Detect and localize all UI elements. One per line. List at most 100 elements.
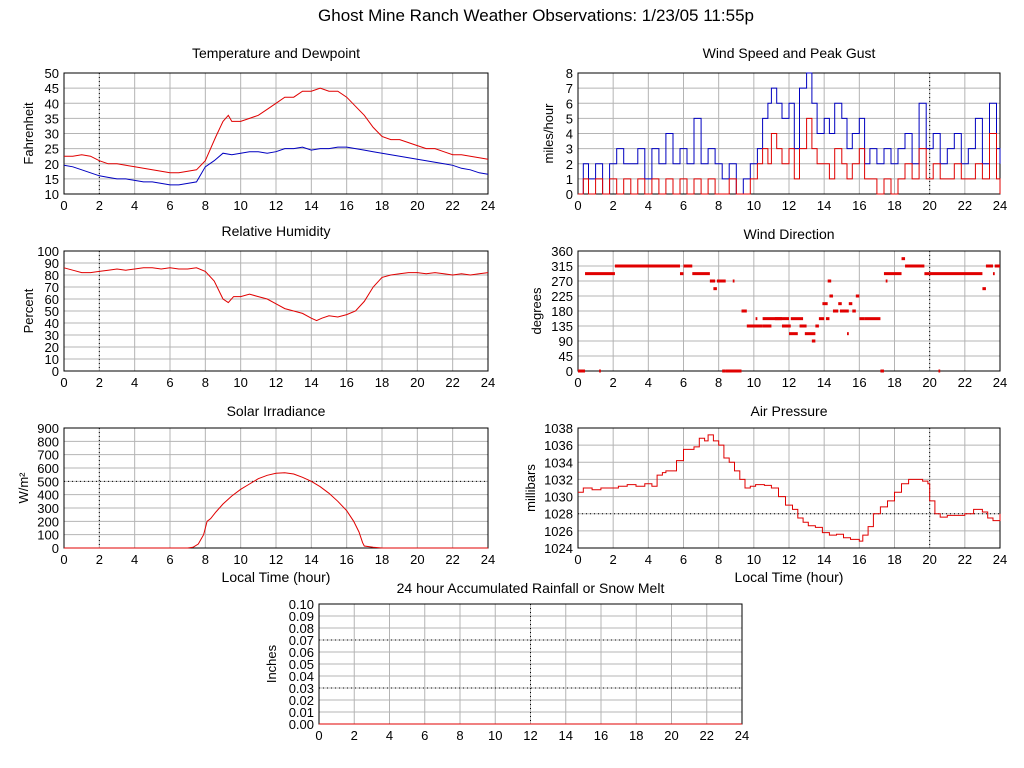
x-tick-label: 6	[680, 552, 687, 567]
y-tick-label: 0.10	[289, 597, 314, 612]
x-tick-label: 14	[304, 198, 318, 213]
x-tick-label: 4	[131, 198, 138, 213]
x-tick-label: 10	[233, 375, 247, 390]
x-tick-label: 8	[715, 198, 722, 213]
x-tick-label: 16	[852, 375, 866, 390]
x-tick-label: 20	[410, 198, 424, 213]
y-tick-label: 0.08	[289, 621, 314, 636]
x-tick-label: 16	[852, 198, 866, 213]
y-tick-label: 1032	[544, 472, 573, 487]
x-tick-label: 14	[304, 552, 318, 567]
chart-title: Temperature and Dewpoint	[192, 45, 360, 61]
x-tick-label: 22	[445, 375, 459, 390]
y-tick-label: 700	[37, 448, 59, 463]
x-tick-label: 22	[700, 728, 714, 743]
x-tick-label: 24	[481, 375, 495, 390]
x-axis-label: Local Time (hour)	[222, 569, 331, 585]
y-axis-label: Fahrenheit	[21, 102, 36, 165]
y-tick-label: 0.07	[289, 633, 314, 648]
chart-title: Relative Humidity	[222, 223, 331, 239]
x-tick-label: 24	[993, 198, 1007, 213]
x-tick-label: 4	[386, 728, 393, 743]
x-tick-label: 12	[269, 375, 283, 390]
y-tick-label: 0	[566, 364, 573, 379]
y-tick-label: 70	[45, 280, 59, 295]
x-tick-label: 10	[233, 552, 247, 567]
y-tick-label: 0	[52, 364, 59, 379]
y-tick-label: 7	[566, 81, 573, 96]
x-tick-label: 14	[817, 552, 831, 567]
y-tick-label: 1024	[544, 541, 573, 556]
y-tick-label: 5	[566, 111, 573, 126]
series-line-red	[578, 117, 1001, 195]
x-tick-label: 6	[421, 728, 428, 743]
x-tick-label: 6	[166, 375, 173, 390]
y-tick-label: 0.06	[289, 645, 314, 660]
y-axis-label: Inches	[264, 644, 279, 683]
chart-title: Wind Direction	[743, 226, 834, 242]
x-tick-label: 2	[96, 375, 103, 390]
y-tick-label: 0.00	[289, 717, 314, 732]
x-tick-label: 12	[782, 198, 796, 213]
y-tick-label: 100	[37, 244, 59, 259]
x-tick-label: 24	[481, 198, 495, 213]
plot-frame	[63, 250, 489, 372]
chart-title: Wind Speed and Peak Gust	[703, 45, 876, 61]
y-tick-label: 40	[45, 96, 59, 111]
x-tick-label: 0	[574, 198, 581, 213]
x-tick-label: 18	[375, 198, 389, 213]
y-tick-label: 4	[566, 127, 573, 142]
x-tick-label: 0	[574, 375, 581, 390]
x-tick-label: 22	[958, 198, 972, 213]
x-tick-label: 4	[131, 552, 138, 567]
y-tick-label: 1030	[544, 490, 573, 505]
y-tick-label: 180	[551, 304, 573, 319]
y-tick-label: 500	[37, 474, 59, 489]
y-tick-label: 100	[37, 528, 59, 543]
series-line-red	[64, 87, 489, 174]
x-tick-label: 0	[60, 198, 67, 213]
y-tick-label: 1034	[544, 455, 573, 470]
x-tick-label: 18	[375, 552, 389, 567]
y-tick-label: 25	[45, 142, 59, 157]
x-axis-label: Local Time (hour)	[735, 569, 844, 585]
x-tick-label: 18	[887, 552, 901, 567]
x-tick-label: 16	[339, 375, 353, 390]
x-tick-label: 18	[887, 375, 901, 390]
x-tick-label: 0	[60, 375, 67, 390]
y-tick-label: 60	[45, 292, 59, 307]
x-tick-label: 22	[445, 198, 459, 213]
y-tick-label: 15	[45, 172, 59, 187]
y-tick-label: 225	[551, 289, 573, 304]
y-tick-label: 35	[45, 111, 59, 126]
x-tick-label: 24	[481, 552, 495, 567]
y-tick-label: 3	[566, 142, 573, 157]
y-tick-label: 20	[45, 340, 59, 355]
x-tick-label: 14	[559, 728, 573, 743]
y-tick-label: 90	[45, 256, 59, 271]
y-tick-label: 0.03	[289, 681, 314, 696]
y-tick-label: 900	[37, 421, 59, 436]
y-tick-label: 315	[551, 259, 573, 274]
x-tick-label: 20	[410, 552, 424, 567]
x-tick-label: 18	[375, 375, 389, 390]
x-tick-label: 16	[852, 552, 866, 567]
y-tick-label: 270	[551, 274, 573, 289]
y-tick-label: 300	[37, 501, 59, 516]
x-tick-label: 16	[339, 552, 353, 567]
y-tick-label: 0.01	[289, 705, 314, 720]
plot-frame	[577, 427, 1001, 549]
x-tick-label: 18	[629, 728, 643, 743]
y-tick-label: 0.04	[289, 669, 314, 684]
x-tick-label: 22	[958, 375, 972, 390]
y-axis-label: millibars	[523, 464, 538, 512]
x-tick-label: 12	[782, 375, 796, 390]
y-tick-label: 50	[45, 66, 59, 81]
y-tick-label: 1036	[544, 438, 573, 453]
x-tick-label: 20	[922, 198, 936, 213]
